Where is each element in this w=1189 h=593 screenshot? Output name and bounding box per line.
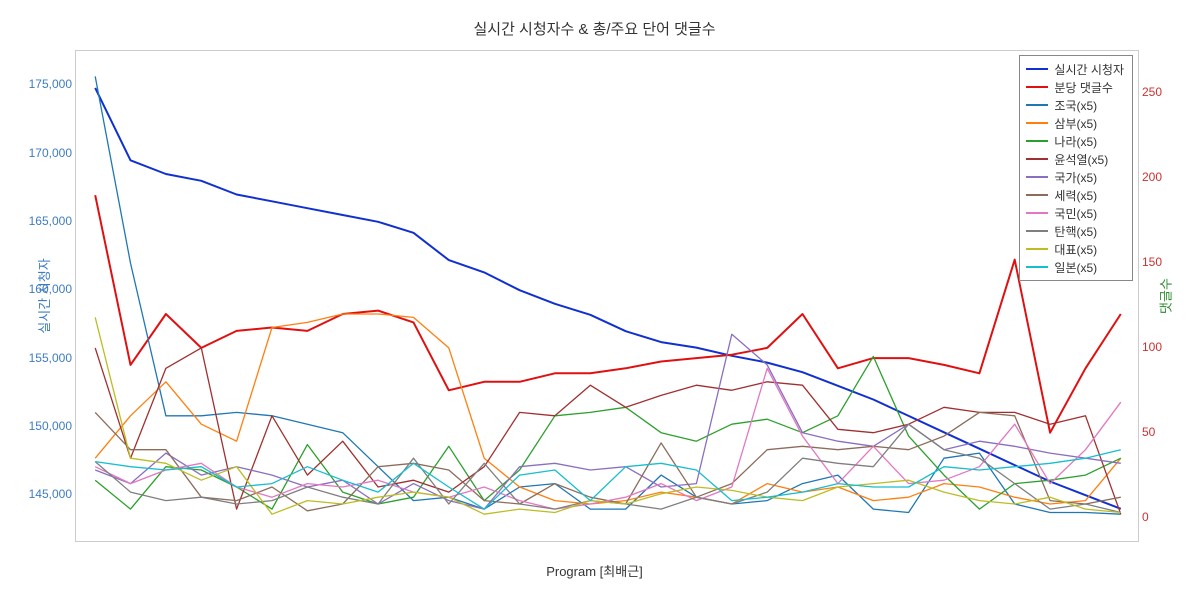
legend-swatch bbox=[1026, 68, 1048, 71]
legend-item: 국민(x5) bbox=[1026, 204, 1124, 222]
legend-label: 분당 댓글수 bbox=[1054, 79, 1113, 96]
legend-item: 일본(x5) bbox=[1026, 258, 1124, 276]
series-line bbox=[95, 348, 1121, 514]
legend-item: 실시간 시청자 bbox=[1026, 60, 1124, 78]
series-line bbox=[95, 317, 1121, 514]
legend-item: 세력(x5) bbox=[1026, 186, 1124, 204]
legend-swatch bbox=[1026, 194, 1048, 196]
series-line bbox=[95, 368, 1121, 509]
legend-swatch bbox=[1026, 104, 1048, 106]
legend-swatch bbox=[1026, 158, 1048, 160]
legend-label: 국가(x5) bbox=[1054, 169, 1097, 186]
legend-swatch bbox=[1026, 212, 1048, 214]
legend-label: 국민(x5) bbox=[1054, 205, 1097, 222]
legend-label: 세력(x5) bbox=[1054, 187, 1097, 204]
legend-swatch bbox=[1026, 140, 1048, 142]
legend-label: 삼부(x5) bbox=[1054, 115, 1097, 132]
legend-item: 탄핵(x5) bbox=[1026, 222, 1124, 240]
legend-item: 분당 댓글수 bbox=[1026, 78, 1124, 96]
legend-item: 국가(x5) bbox=[1026, 168, 1124, 186]
plot-area bbox=[75, 50, 1139, 542]
series-line bbox=[95, 76, 1121, 514]
legend-swatch bbox=[1026, 266, 1048, 268]
legend-label: 일본(x5) bbox=[1054, 259, 1097, 276]
legend-label: 나라(x5) bbox=[1054, 133, 1097, 150]
legend-swatch bbox=[1026, 248, 1048, 250]
legend-swatch bbox=[1026, 230, 1048, 232]
legend-label: 탄핵(x5) bbox=[1054, 223, 1097, 240]
legend-label: 대표(x5) bbox=[1054, 241, 1097, 258]
legend-item: 윤석열(x5) bbox=[1026, 150, 1124, 168]
legend-item: 삼부(x5) bbox=[1026, 114, 1124, 132]
series-line bbox=[95, 88, 1121, 509]
legend-swatch bbox=[1026, 122, 1048, 124]
legend-swatch bbox=[1026, 86, 1048, 89]
legend: 실시간 시청자분당 댓글수조국(x5)삼부(x5)나라(x5)윤석열(x5)국가… bbox=[1019, 55, 1133, 281]
chart-lines bbox=[1, 1, 1189, 593]
legend-label: 윤석열(x5) bbox=[1054, 151, 1108, 168]
legend-item: 조국(x5) bbox=[1026, 96, 1124, 114]
legend-item: 대표(x5) bbox=[1026, 240, 1124, 258]
legend-label: 실시간 시청자 bbox=[1054, 61, 1124, 78]
legend-label: 조국(x5) bbox=[1054, 97, 1097, 114]
legend-item: 나라(x5) bbox=[1026, 132, 1124, 150]
series-line bbox=[95, 412, 1121, 510]
legend-swatch bbox=[1026, 176, 1048, 178]
chart-container: 실시간 시청자수 & 총/주요 단어 댓글수 실시간 시청자 댓글수 Progr… bbox=[0, 0, 1189, 592]
series-line bbox=[95, 195, 1121, 433]
